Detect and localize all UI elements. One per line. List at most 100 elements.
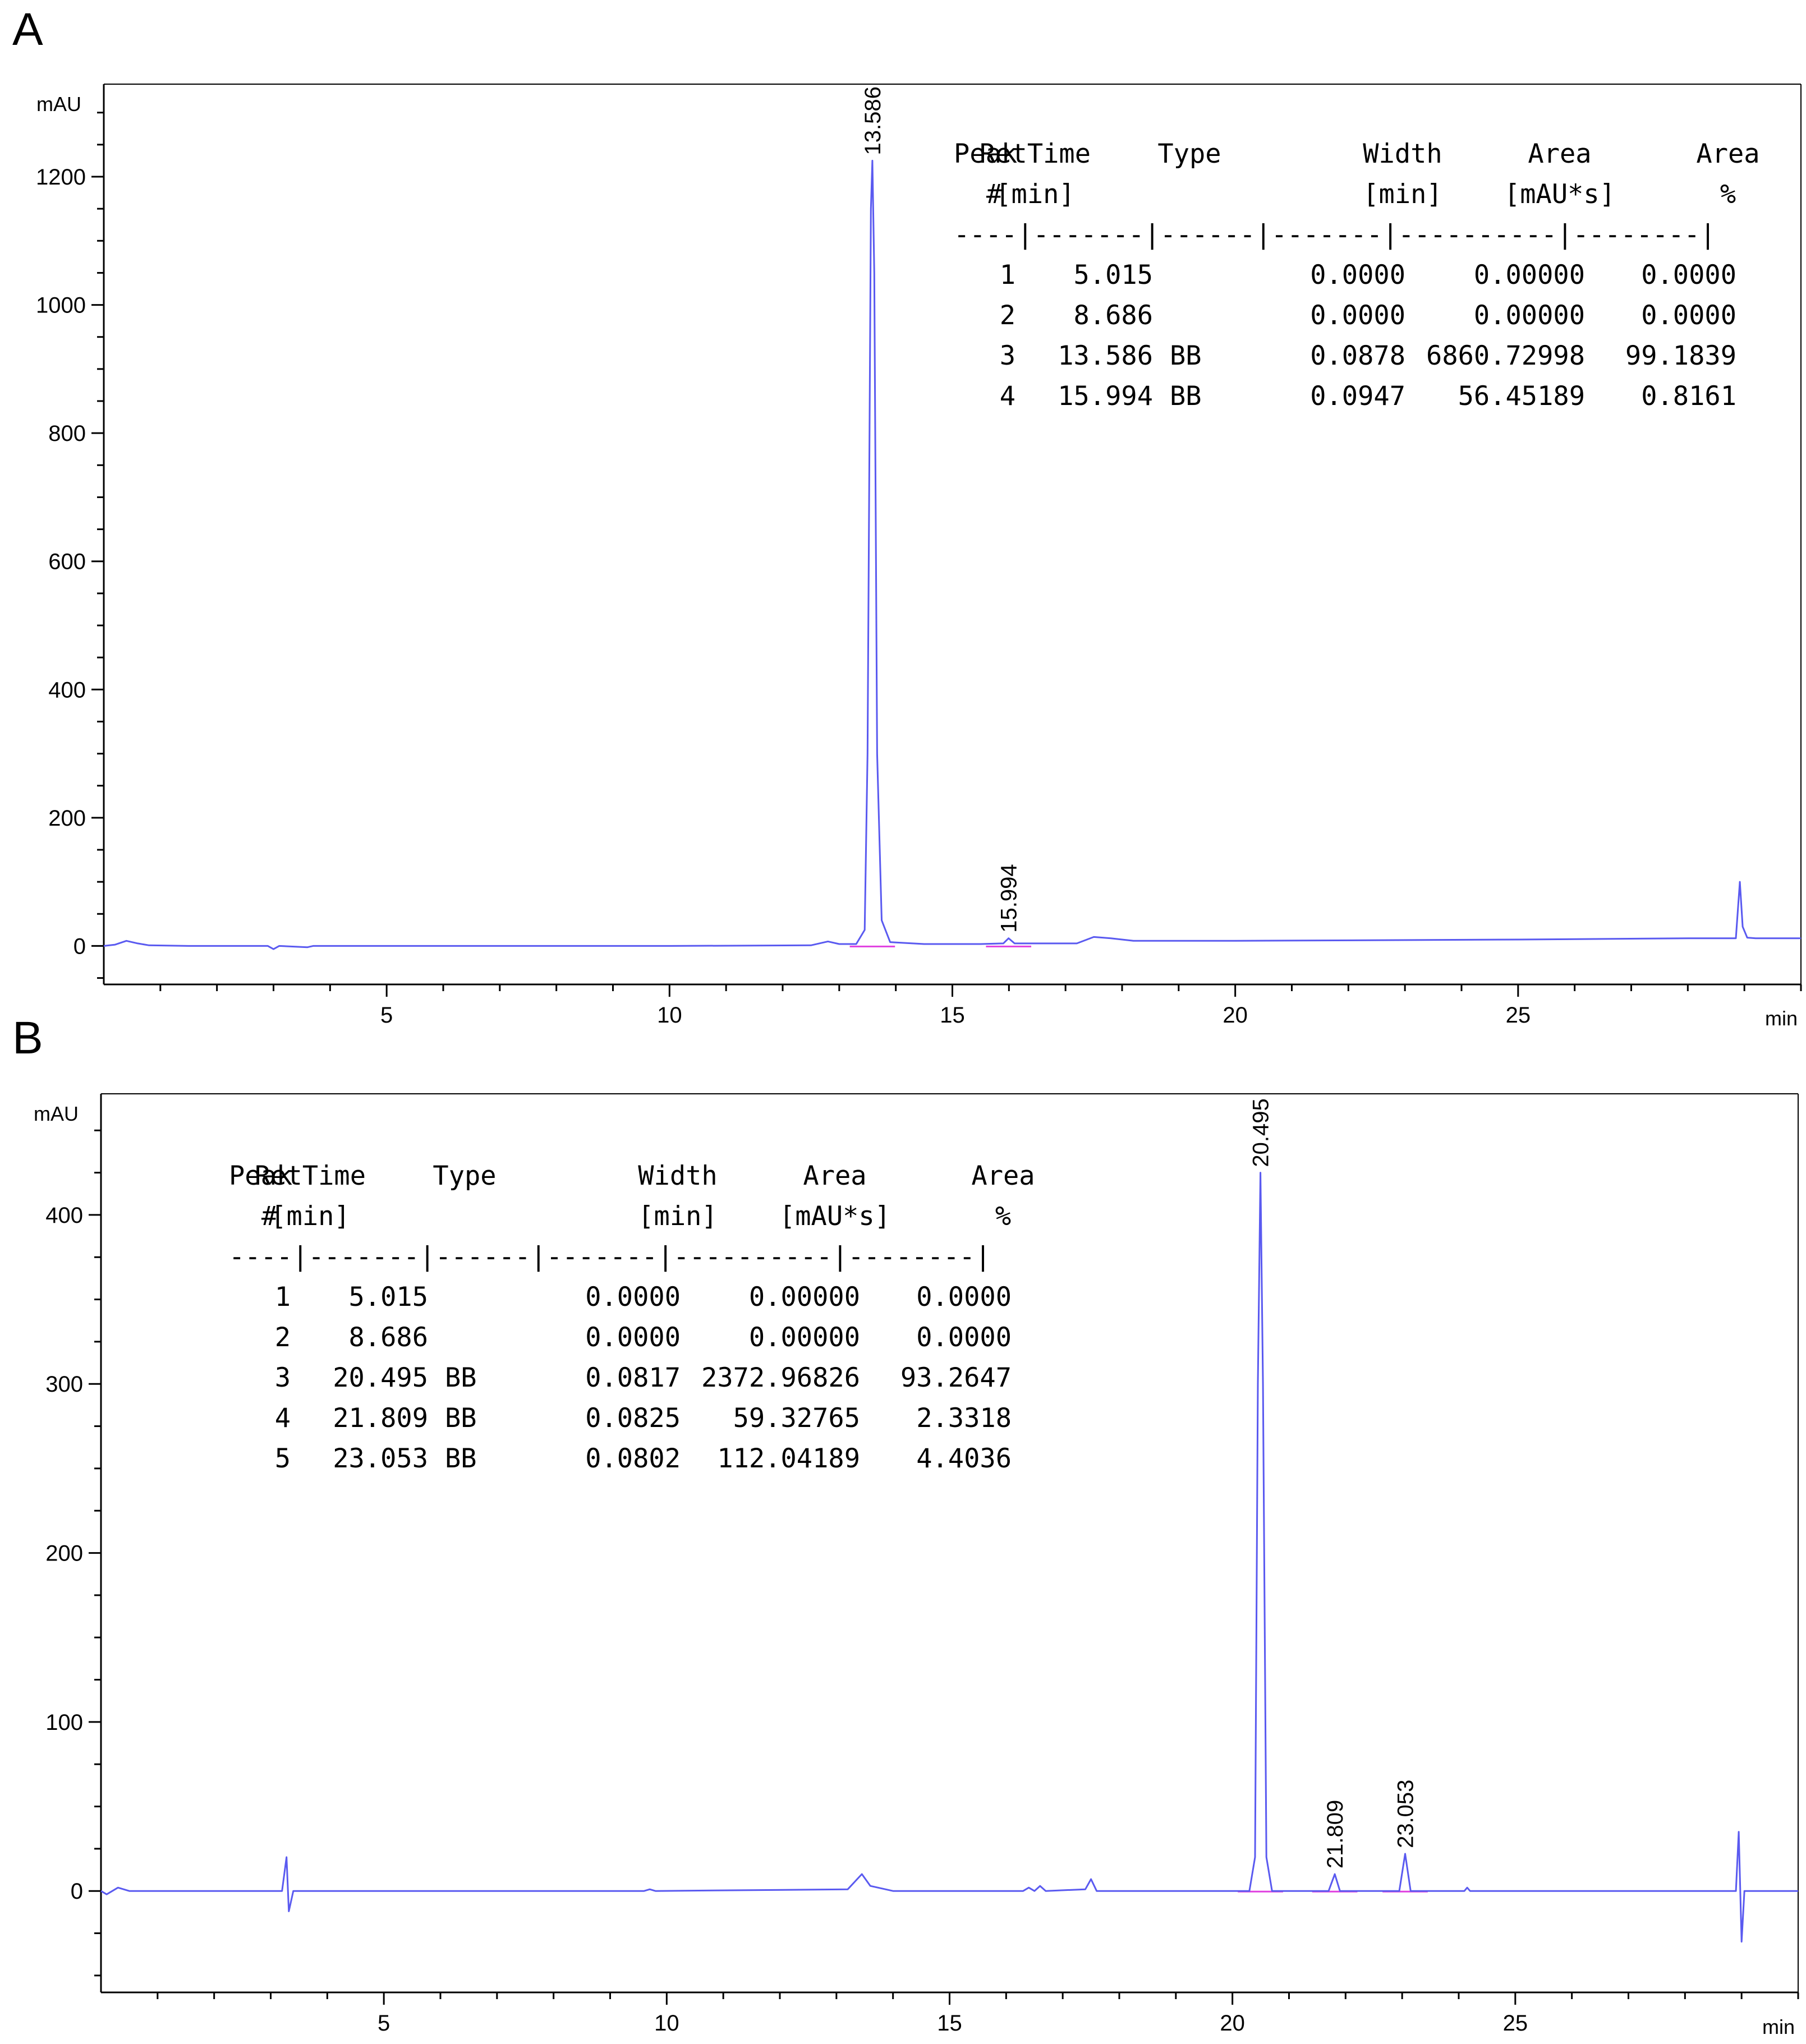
table-cell: 0.0825 — [585, 1403, 681, 1434]
x-tick-label: 20 — [1220, 2011, 1245, 2036]
table-cell: 0.00000 — [1474, 300, 1585, 331]
table-cell: 0.0878 — [1310, 340, 1405, 371]
table-cell: 0.0000 — [916, 1322, 1012, 1353]
table-cell: 0.0817 — [585, 1362, 681, 1393]
x-tick-label: 10 — [657, 1003, 682, 1028]
peak-retention-label: 21.809 — [1323, 1800, 1348, 1868]
table-cell: 0.0000 — [1310, 300, 1405, 331]
table-header-unit-cell: # — [986, 179, 1003, 210]
peak-retention-label: 23.053 — [1394, 1780, 1418, 1848]
table-cell: BB — [445, 1362, 477, 1393]
y-axis-unit-label: mAU — [36, 93, 81, 116]
table-cell: 0.8161 — [1641, 381, 1736, 412]
x-tick-label: 25 — [1503, 2011, 1528, 2036]
plot-frame — [104, 84, 1802, 984]
table-header-unit-cell: # — [261, 1201, 278, 1232]
y-tick-label: 1000 — [36, 293, 86, 318]
table-cell: 5.015 — [349, 1282, 428, 1313]
table-header-unit-cell: [min] — [995, 179, 1074, 210]
table-cell: 0.0802 — [585, 1443, 681, 1474]
table-header-cell: Peak — [954, 139, 1017, 169]
x-tick-label: 5 — [380, 1003, 393, 1028]
panel-letter-b: B — [12, 1012, 43, 1064]
table-cell: 2372.96826 — [701, 1362, 860, 1393]
x-tick-label: 10 — [654, 2011, 679, 2036]
peak-retention-label: 13.586 — [861, 86, 885, 155]
y-tick-label: 100 — [45, 1710, 83, 1735]
table-cell: BB — [445, 1403, 477, 1434]
table-cell: 8.686 — [1074, 300, 1153, 331]
table-cell: 15.994 — [1058, 381, 1153, 412]
y-tick-label: 200 — [48, 806, 86, 831]
table-cell: 4 — [275, 1403, 291, 1434]
y-tick-label: 600 — [48, 550, 86, 574]
table-separator: ----|-------|------|-------|----------|-… — [954, 219, 1716, 250]
table-header-unit-cell: % — [995, 1201, 1011, 1232]
table-cell: 93.2647 — [900, 1362, 1012, 1393]
table-header-unit-cell: [min] — [1363, 179, 1442, 210]
x-axis-unit-label: min — [1765, 1007, 1798, 1030]
x-tick-label: 20 — [1223, 1003, 1248, 1028]
y-tick-label: 800 — [48, 421, 86, 446]
table-header-unit-cell: [mAU*s] — [1504, 179, 1615, 210]
table-cell: 23.053 — [333, 1443, 428, 1474]
panel-letter-a: A — [12, 4, 43, 55]
table-cell: 0.0000 — [1641, 300, 1736, 331]
table-separator: ----|-------|------|-------|----------|-… — [229, 1241, 991, 1272]
table-header-cell: Type — [1157, 139, 1221, 169]
table-cell: BB — [445, 1443, 477, 1474]
table-cell: 56.45189 — [1458, 381, 1585, 412]
table-header-unit-cell: [mAU*s] — [779, 1201, 890, 1232]
table-cell: 21.809 — [333, 1403, 428, 1434]
y-tick-label: 300 — [45, 1372, 83, 1397]
table-header-cell: Area — [803, 1161, 866, 1191]
table-cell: 5.015 — [1074, 260, 1153, 291]
table-cell: 0.0000 — [585, 1322, 681, 1353]
x-axis-unit-label: min — [1762, 2015, 1795, 2038]
table-cell: 2 — [1000, 300, 1015, 331]
y-tick-label: 400 — [48, 678, 86, 702]
table-cell: 1 — [275, 1282, 291, 1313]
trace-line — [100, 1172, 1798, 1943]
table-cell: BB — [1170, 381, 1202, 412]
table-cell: 0.0000 — [916, 1282, 1012, 1313]
table-cell: 2 — [275, 1322, 291, 1353]
y-tick-label: 0 — [71, 1879, 83, 1904]
y-tick-label: 400 — [45, 1203, 83, 1228]
table-header-cell: Width — [638, 1161, 717, 1191]
table-cell: 5 — [275, 1443, 291, 1474]
table-header-cell: Peak — [229, 1161, 292, 1191]
table-cell: 1 — [1000, 260, 1015, 291]
table-header-cell: RetTime — [980, 139, 1091, 169]
peak-retention-label: 20.495 — [1249, 1098, 1274, 1167]
table-header-unit-cell: [min] — [638, 1201, 717, 1232]
y-tick-label: 1200 — [36, 165, 86, 190]
y-axis: 0 100 200 300 400 — [45, 1094, 102, 1992]
table-cell: 4 — [1000, 381, 1015, 412]
table-cell: 8.686 — [349, 1322, 428, 1353]
table-cell: 0.0000 — [1641, 260, 1736, 291]
y-axis-unit-label: mAU — [34, 1102, 79, 1125]
table-cell: 0.00000 — [1474, 260, 1585, 291]
table-header-unit-cell: [min] — [270, 1201, 350, 1232]
table-cell: 3 — [1000, 340, 1015, 371]
x-axis: 5 10 15 20 25 — [101, 1991, 1799, 2036]
table-cell: 0.0947 — [1310, 381, 1405, 412]
table-header-cell: Area — [971, 1161, 1035, 1191]
chromatogram-panel-b: B mAU min 0 100 200 300 400 5 10 15 20 25 20.495… — [12, 1012, 1799, 2038]
table-header-cell: Width — [1363, 139, 1442, 169]
y-tick-label: 200 — [45, 1541, 83, 1566]
table-header-unit-cell: % — [1720, 179, 1736, 210]
x-tick-label: 15 — [937, 2011, 962, 2036]
table-cell: 13.586 — [1058, 340, 1153, 371]
table-cell: 20.495 — [333, 1362, 428, 1393]
table-cell: 2.3318 — [916, 1403, 1012, 1434]
trace-line — [103, 159, 1801, 950]
x-tick-label: 15 — [940, 1003, 965, 1028]
table-cell: 0.00000 — [749, 1322, 860, 1353]
table-cell: 0.0000 — [585, 1282, 681, 1313]
chromatogram-trace — [100, 1172, 1798, 1943]
table-cell: 99.1839 — [1625, 340, 1736, 371]
